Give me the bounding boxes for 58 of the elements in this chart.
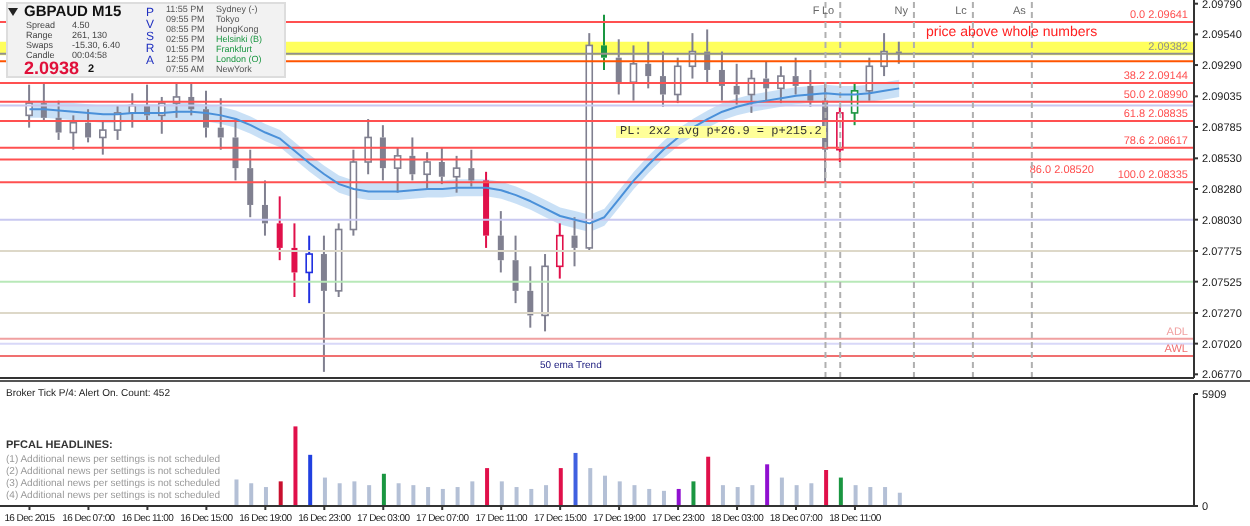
bar bbox=[293, 426, 298, 506]
candlestick bbox=[320, 234, 327, 373]
bar bbox=[632, 485, 637, 506]
bar bbox=[455, 487, 460, 506]
candlestick bbox=[527, 265, 534, 329]
bar bbox=[617, 481, 622, 506]
bar bbox=[529, 488, 534, 506]
bar bbox=[381, 473, 386, 506]
candlestick bbox=[512, 234, 519, 305]
candlestick bbox=[541, 253, 549, 333]
bar bbox=[352, 481, 357, 506]
bar bbox=[367, 485, 372, 506]
bar bbox=[485, 468, 490, 506]
bar bbox=[809, 483, 814, 506]
bar bbox=[337, 483, 342, 506]
bar bbox=[411, 485, 416, 506]
bar bbox=[573, 452, 578, 506]
candlestick bbox=[497, 210, 504, 274]
bar bbox=[544, 485, 549, 506]
bar bbox=[868, 487, 873, 506]
bar bbox=[308, 454, 313, 506]
candlestick bbox=[555, 222, 564, 280]
bar bbox=[853, 485, 858, 506]
candlestick bbox=[305, 234, 313, 305]
bar bbox=[824, 469, 829, 506]
bar bbox=[735, 487, 740, 506]
bar bbox=[647, 488, 652, 506]
candlestick bbox=[571, 216, 578, 268]
bar bbox=[603, 475, 607, 506]
bar bbox=[794, 485, 799, 506]
bar bbox=[249, 483, 254, 506]
bar bbox=[440, 488, 445, 506]
bar bbox=[706, 456, 711, 506]
bar bbox=[263, 487, 268, 506]
bar bbox=[322, 477, 327, 506]
bar bbox=[499, 481, 504, 506]
bar bbox=[661, 490, 666, 506]
bar bbox=[838, 477, 843, 506]
bar bbox=[426, 487, 431, 506]
bar bbox=[720, 485, 725, 506]
bar bbox=[897, 492, 902, 506]
bar bbox=[750, 485, 755, 506]
bar bbox=[278, 481, 283, 506]
candlestick bbox=[291, 222, 298, 298]
bar bbox=[558, 468, 563, 506]
candlestick bbox=[483, 170, 490, 249]
bar bbox=[691, 481, 696, 506]
bar bbox=[779, 477, 784, 506]
bar bbox=[765, 464, 770, 506]
bar bbox=[234, 479, 239, 506]
bar bbox=[588, 468, 593, 506]
bar bbox=[514, 487, 519, 506]
bar bbox=[470, 481, 475, 506]
bar bbox=[396, 483, 401, 506]
bar bbox=[676, 488, 681, 506]
annotation: 2.0938 bbox=[24, 58, 80, 78]
candlestick bbox=[247, 148, 254, 219]
bar bbox=[883, 487, 888, 506]
